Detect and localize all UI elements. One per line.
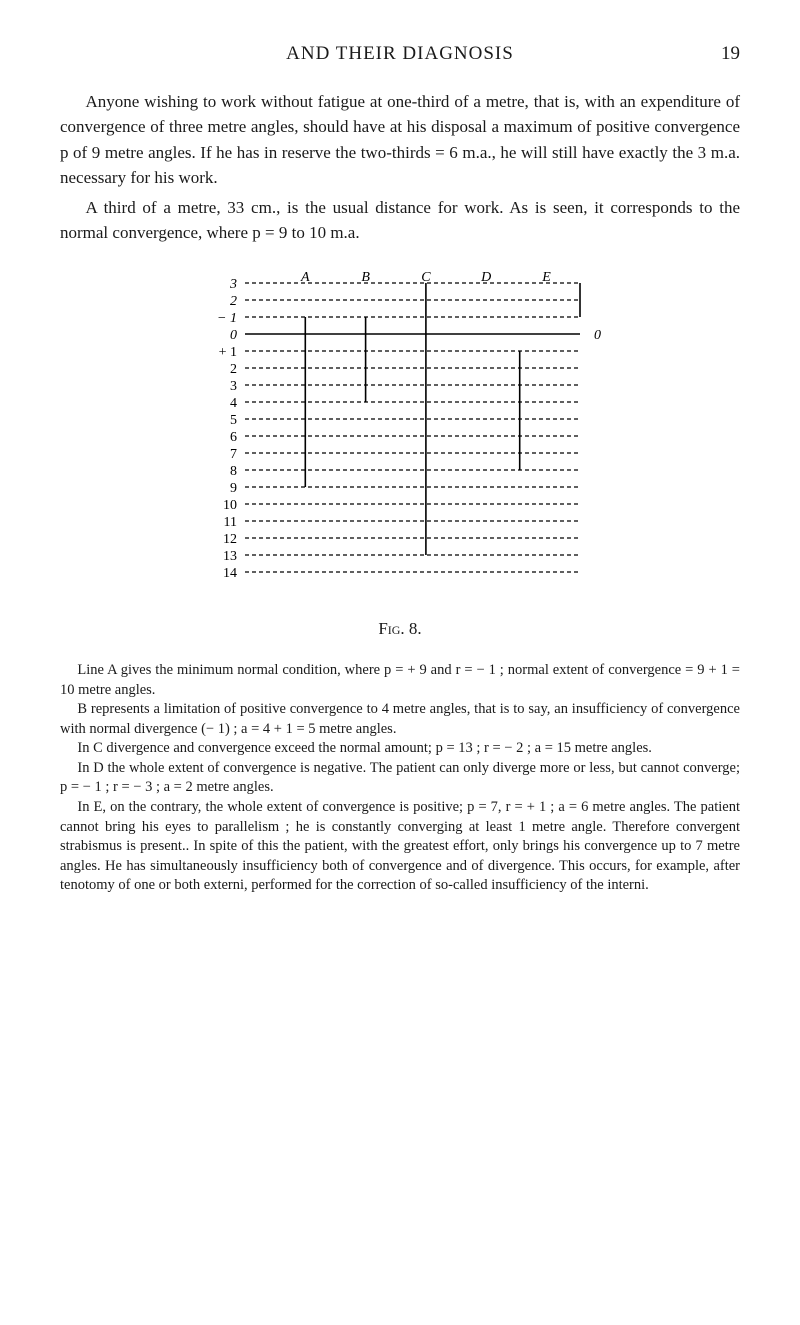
svg-text:8: 8	[230, 464, 237, 479]
svg-text:9: 9	[230, 481, 237, 496]
svg-text:2: 2	[230, 362, 237, 377]
note-line-c: In C divergence and convergence exceed t…	[60, 739, 740, 759]
svg-text:+ 1: + 1	[219, 345, 237, 360]
note-line-b: B represents a limitation of positive co…	[60, 700, 740, 739]
svg-text:7: 7	[230, 447, 237, 462]
paragraph-2: A third of a metre, 33 cm., is the usual…	[60, 195, 740, 246]
figure-8-diagram: ABCDE32− 10+ 12345678910111213140	[60, 271, 740, 601]
page-number: 19	[700, 40, 740, 69]
note-line-d: In D the whole extent of convergence is …	[60, 759, 740, 798]
svg-text:0: 0	[594, 328, 601, 343]
svg-text:− 1: − 1	[217, 311, 237, 326]
svg-text:13: 13	[223, 549, 237, 564]
svg-text:11: 11	[224, 515, 237, 530]
note-line-a: Line A gives the minimum normal conditio…	[60, 661, 740, 700]
svg-text:4: 4	[230, 396, 237, 411]
svg-text:14: 14	[223, 566, 237, 581]
svg-text:3: 3	[229, 277, 237, 292]
svg-text:0: 0	[230, 328, 237, 343]
svg-text:10: 10	[223, 498, 237, 513]
figure-caption: Fig. 8.	[60, 616, 740, 642]
svg-text:6: 6	[230, 430, 237, 445]
paragraph-1: Anyone wishing to work without fatigue a…	[60, 89, 740, 191]
svg-text:2: 2	[230, 294, 237, 309]
svg-text:5: 5	[230, 413, 237, 428]
running-head: AND THEIR DIAGNOSIS	[100, 40, 700, 69]
svg-text:3: 3	[230, 379, 237, 394]
svg-text:12: 12	[223, 532, 237, 547]
note-line-e: In E, on the contrary, the whole extent …	[60, 798, 740, 896]
